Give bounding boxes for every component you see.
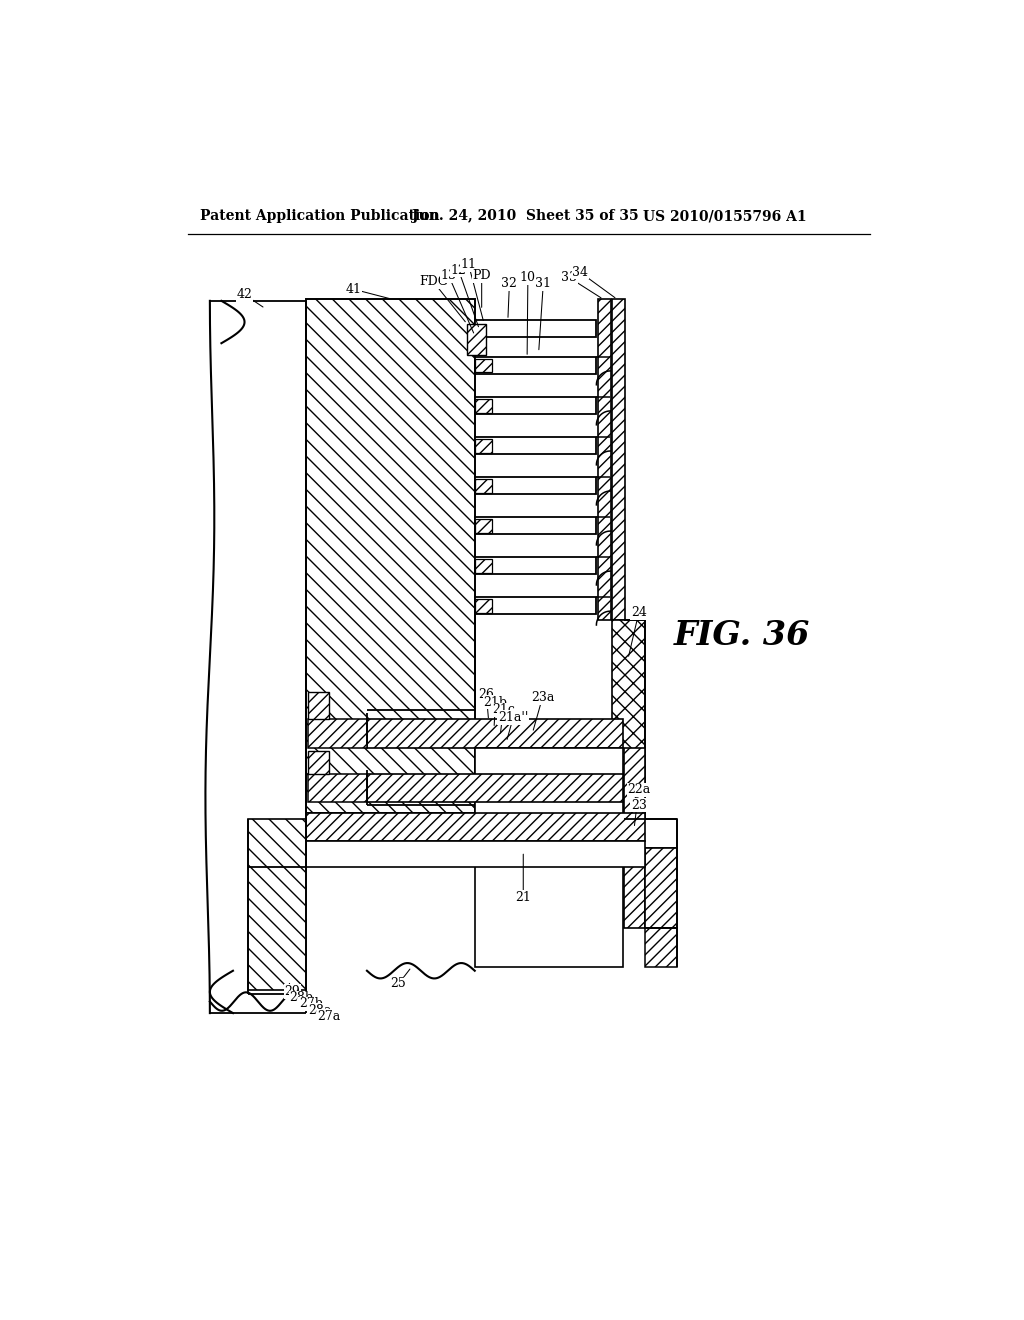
Bar [307,775,367,803]
Bar [475,557,596,574]
Text: 29: 29 [285,985,300,998]
Bar [367,775,624,803]
Bar [475,597,596,614]
Text: 32: 32 [502,277,517,290]
Bar [475,358,596,374]
Text: 31: 31 [536,277,551,290]
Bar [306,841,645,867]
Bar [475,748,624,818]
Text: 12: 12 [451,264,467,277]
Text: 23: 23 [631,799,647,812]
Text: Jun. 24, 2010  Sheet 35 of 35: Jun. 24, 2010 Sheet 35 of 35 [412,209,638,223]
Bar [475,321,596,337]
Bar [367,719,624,748]
Text: 13: 13 [440,269,457,282]
Bar [475,558,492,573]
Bar [248,818,306,990]
Text: 33: 33 [561,271,578,284]
Bar [307,692,330,719]
Text: 28a: 28a [308,1003,332,1016]
Text: 26: 26 [478,688,495,701]
Text: 34: 34 [572,265,588,279]
Bar [645,928,677,966]
Bar [475,397,596,414]
Text: 21a'': 21a'' [498,711,528,723]
Polygon shape [206,301,306,1014]
Bar [475,359,492,372]
Text: Patent Application Publication: Patent Application Publication [200,209,439,223]
Bar [625,748,645,928]
Bar [625,818,677,849]
Text: 28b: 28b [290,991,313,1005]
Bar [611,300,625,620]
Bar [307,719,367,748]
Bar [475,517,596,535]
Text: 27a: 27a [317,1010,341,1023]
Bar [475,437,596,454]
Text: 21: 21 [515,891,531,904]
Text: 21c: 21c [492,704,515,717]
Text: 27b: 27b [299,998,323,1010]
Text: FDG: FDG [419,275,447,288]
Bar [475,438,492,453]
Text: 41: 41 [346,282,361,296]
Text: 42: 42 [237,288,253,301]
Bar [475,479,492,492]
Text: 10: 10 [520,271,536,284]
Bar [306,300,475,813]
Text: FIG. 36: FIG. 36 [674,619,810,652]
Bar [306,813,645,841]
Bar [467,323,486,355]
Text: 22a: 22a [627,783,650,796]
Bar [475,519,492,532]
Bar [475,399,492,413]
Text: 24: 24 [631,606,647,619]
Bar [611,620,645,813]
Bar [598,300,611,620]
Bar [307,751,330,775]
Text: 21b: 21b [483,696,508,709]
Text: 25: 25 [390,977,407,990]
Text: 23a: 23a [530,690,554,704]
Bar [645,849,677,928]
Text: US 2010/0155796 A1: US 2010/0155796 A1 [643,209,807,223]
Bar [475,478,596,494]
Bar [475,599,492,612]
Text: 11: 11 [461,259,476,271]
Text: PD: PD [472,269,490,282]
Bar [475,818,624,966]
